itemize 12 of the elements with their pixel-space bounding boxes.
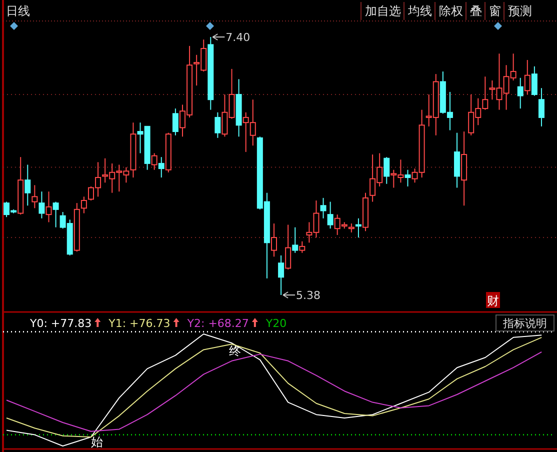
annotation: 财 — [487, 294, 499, 308]
annotation: 终 — [229, 344, 241, 358]
annotation: 始 — [91, 435, 103, 449]
ref-line-label: Y20 — [264, 317, 287, 330]
text: Y1: +76.73 — [108, 317, 170, 330]
text: Y2: +68.27 — [186, 317, 249, 330]
text: 指标说明 — [502, 317, 547, 330]
annotation: 5.38 — [296, 289, 321, 302]
text: Y0: +77.83 — [29, 317, 92, 330]
annotation: 7.40 — [226, 31, 250, 44]
chart-title: 日线 — [6, 4, 30, 18]
toolbar: 加自选 均线 除权 叠 窗 预测 — [360, 2, 532, 20]
